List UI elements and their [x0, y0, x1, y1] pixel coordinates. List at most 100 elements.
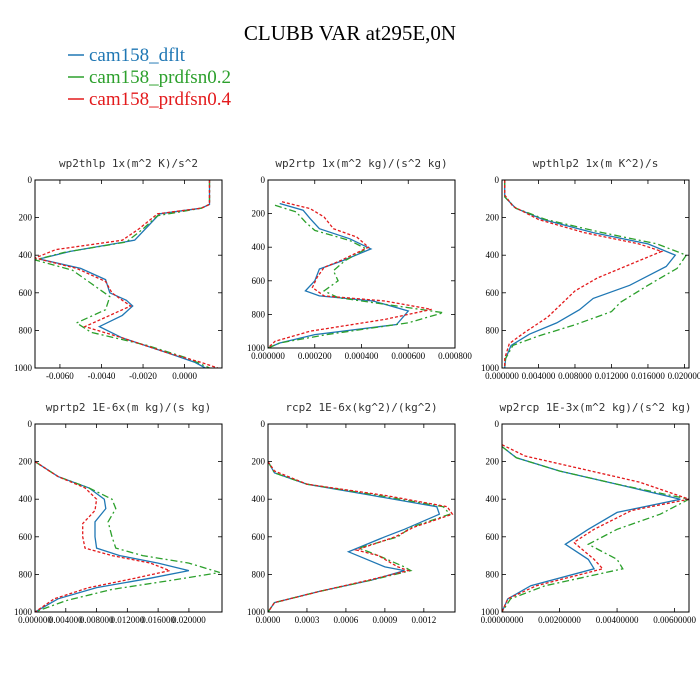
ytick-label-1-4: 800 — [252, 309, 266, 319]
series-line-1-panel-2 — [504, 180, 688, 368]
ytick-label-1-3: 600 — [252, 276, 266, 286]
panel-frame-0 — [34, 179, 223, 369]
ytick-label-2-3: 600 — [486, 288, 500, 298]
panel-title-5: wp2rcp 1E-3x(m^2 kg)/(s^2 kg) — [499, 401, 691, 414]
ytick-label-1-2: 400 — [252, 242, 266, 252]
legend: cam158_dfltcam158_prdfsn0.2cam158_prdfsn… — [68, 45, 231, 110]
panel-5: wp2rcp 1E-3x(m^2 kg)/(s^2 kg) 0 200 400 600 8… — [481, 401, 697, 625]
xtick-label-2-5: 0.020000 — [668, 371, 700, 381]
series-line-2-panel-5 — [502, 444, 689, 612]
series-line-1-panel-3 — [35, 461, 220, 612]
xtick-label-3-3: 0.012000 — [110, 615, 144, 625]
ytick-label-3-2: 400 — [19, 494, 33, 504]
panel-frame-3 — [34, 423, 223, 613]
xtick-label-4-0: 0.0000 — [256, 615, 281, 625]
panel-2: wpthlp2 1x(m K^2)/s020040060080010000.00… — [481, 157, 700, 381]
xtick-label-3-2: 0.008000 — [80, 615, 114, 625]
panel-title-1: wp2rtp 1x(m^2 kg)/(s^2 kg) — [275, 157, 447, 170]
series-line-0-panel-1 — [268, 202, 410, 348]
panel-title-0: wp2thlp 1x(m^2 K)/s^2 — [59, 157, 198, 170]
xtick-label-5-0: 0.00000000 — [481, 615, 524, 625]
xtick-label-3-1: 0.004000 — [49, 615, 83, 625]
panel-1: wp2rtp 1x(m^2 kg)/(s^2 kg) 0 200 400 600 800 1… — [247, 157, 472, 361]
panel-frame-4 — [267, 423, 456, 613]
panel-title-2: wpthlp2 1x(m K^2)/s — [533, 157, 659, 170]
ytick-label-4-0: 0 — [261, 419, 266, 429]
series-line-1-panel-1 — [268, 204, 444, 348]
ytick-label-2-2: 400 — [486, 250, 500, 260]
series-line-2-panel-2 — [504, 180, 664, 368]
xtick-label-2-4: 0.016000 — [631, 371, 665, 381]
ytick-label-4-4: 800 — [252, 569, 266, 579]
xtick-label-1-1: 0.000200 — [298, 351, 332, 361]
xtick-label-2-2: 0.008000 — [558, 371, 592, 381]
series-line-2-panel-1 — [268, 201, 432, 348]
panel-4: rcp2 1E-6x(kg^2)/(kg^2) 0 200 400 600 800 1000… — [247, 401, 456, 625]
ytick-label-2-5: 1000 — [481, 363, 500, 373]
xtick-label-5-2: 0.00400000 — [596, 615, 639, 625]
ytick-label-1-0: 0 — [261, 175, 266, 185]
xtick-label-0-0: -0.0060 — [46, 371, 74, 381]
panel-grid: wp2thlp 1x(m^2 K)/s^2 0 200 400 600 800 1000 -0… — [14, 157, 700, 625]
ytick-label-2-4: 800 — [486, 325, 500, 335]
ytick-label-5-5: 1000 — [481, 607, 500, 617]
series-line-2-panel-4 — [268, 461, 454, 612]
panel-0: wp2thlp 1x(m^2 K)/s^2 0 200 400 600 800 1000 -0… — [14, 157, 223, 381]
ytick-label-1-5: 1000 — [247, 343, 266, 353]
panel-frame-2 — [501, 179, 690, 369]
xtick-label-3-4: 0.016000 — [141, 615, 175, 625]
legend-label-2: cam158_prdfsn0.4 — [89, 89, 231, 110]
xtick-label-0-3: 0.0000 — [172, 371, 197, 381]
xtick-label-5-3: 0.00600000 — [653, 615, 696, 625]
ytick-label-5-2: 400 — [486, 494, 500, 504]
ytick-label-0-0: 0 — [28, 175, 33, 185]
ytick-label-0-4: 800 — [19, 325, 33, 335]
ytick-label-2-1: 200 — [486, 213, 500, 223]
xtick-label-3-5: 0.020000 — [172, 615, 206, 625]
ytick-label-0-2: 400 — [19, 250, 33, 260]
ytick-label-0-3: 600 — [19, 288, 33, 298]
ytick-label-5-4: 800 — [486, 569, 500, 579]
ytick-label-0-5: 1000 — [14, 363, 33, 373]
series-line-2-panel-0 — [35, 180, 219, 368]
ytick-label-4-2: 400 — [252, 494, 266, 504]
ytick-label-1-1: 200 — [252, 209, 266, 219]
series-line-1-panel-0 — [35, 180, 211, 368]
panel-frame-5 — [501, 423, 690, 613]
series-line-1-panel-5 — [502, 446, 689, 612]
ytick-label-5-1: 200 — [486, 457, 500, 467]
ytick-label-3-0: 0 — [28, 419, 33, 429]
xtick-label-1-3: 0.000600 — [391, 351, 425, 361]
ytick-label-3-3: 600 — [19, 532, 33, 542]
ytick-label-4-1: 200 — [252, 457, 266, 467]
ytick-label-5-3: 600 — [486, 532, 500, 542]
xtick-label-2-1: 0.004000 — [522, 371, 556, 381]
ytick-label-5-0: 0 — [495, 419, 500, 429]
ytick-label-2-0: 0 — [495, 175, 500, 185]
series-line-2-panel-3 — [35, 461, 172, 612]
ytick-label-3-5: 1000 — [14, 607, 33, 617]
xtick-label-3-0: 0.000000 — [18, 615, 52, 625]
panel-title-4: rcp2 1E-6x(kg^2)/(kg^2) — [285, 401, 437, 414]
xtick-label-4-2: 0.0006 — [334, 615, 359, 625]
xtick-label-5-1: 0.00200000 — [538, 615, 581, 625]
figure-title: CLUBB VAR at295E,0N — [244, 21, 456, 45]
xtick-label-4-4: 0.0012 — [411, 615, 436, 625]
panel-title-3: wprtp2 1E-6x(m kg)/(s kg) — [46, 401, 212, 414]
ytick-label-4-3: 600 — [252, 532, 266, 542]
series-line-0-panel-5 — [502, 446, 681, 612]
xtick-label-0-2: -0.0020 — [129, 371, 157, 381]
xtick-label-2-3: 0.012000 — [595, 371, 629, 381]
ytick-label-3-1: 200 — [19, 457, 33, 467]
xtick-label-2-0: 0.000000 — [485, 371, 519, 381]
ytick-label-0-1: 200 — [19, 213, 33, 223]
ytick-label-4-5: 1000 — [247, 607, 266, 617]
xtick-label-1-4: 0.000800 — [438, 351, 472, 361]
ytick-label-3-4: 800 — [19, 569, 33, 579]
legend-label-0: cam158_dflt — [89, 45, 186, 66]
panel-3: wprtp2 1E-6x(m kg)/(s kg) 0 200 400 600 800 10… — [14, 401, 223, 625]
series-line-1-panel-4 — [268, 461, 451, 612]
series-line-0-panel-2 — [504, 180, 677, 368]
xtick-label-0-1: -0.0040 — [88, 371, 116, 381]
